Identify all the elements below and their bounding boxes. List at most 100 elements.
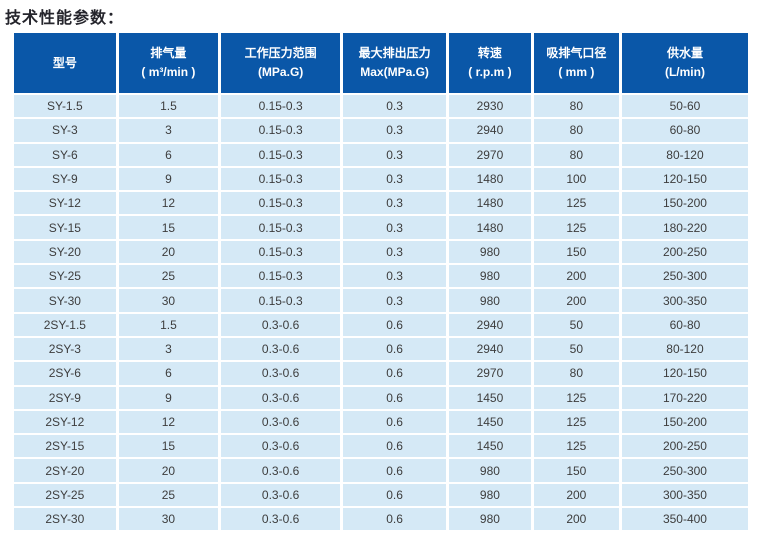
table-row: SY-20 20 0.15-0.3 0.3 980 150 200-250 bbox=[14, 240, 748, 264]
table-cell: 100 bbox=[533, 167, 619, 191]
table-cell: 0.3-0.6 bbox=[221, 435, 341, 458]
column-header-title: 供水量 bbox=[666, 46, 703, 61]
table-cell: 6 bbox=[118, 362, 219, 385]
column-header-unit: (MPa.G) bbox=[257, 65, 304, 79]
table-cell: 0.15-0.3 bbox=[221, 95, 341, 118]
table-cell: 0.15-0.3 bbox=[221, 265, 341, 288]
table-cell: 150 bbox=[533, 240, 619, 264]
table-cell: 20 bbox=[118, 459, 219, 482]
table-cell: 0.6 bbox=[343, 483, 447, 507]
table-cell: SY-15 bbox=[14, 216, 116, 239]
table-cell: 2940 bbox=[449, 313, 531, 336]
table-cell: 3 bbox=[118, 119, 219, 142]
table-cell: 9 bbox=[118, 167, 219, 191]
table-cell: SY-1.5 bbox=[14, 95, 116, 118]
table-cell: SY-30 bbox=[14, 289, 116, 312]
table-cell: 12 bbox=[118, 410, 219, 434]
table-cell: 60-80 bbox=[621, 119, 748, 142]
column-header: 排气量 ( m³/min ) bbox=[118, 33, 219, 93]
table-cell: 2SY-1.5 bbox=[14, 313, 116, 336]
table-cell: 0.3 bbox=[343, 95, 447, 118]
table-cell: 1450 bbox=[449, 410, 531, 434]
table-cell: 2SY-30 bbox=[14, 508, 116, 531]
table-cell: 0.3-0.6 bbox=[221, 410, 341, 434]
column-header: 吸排气口径 ( mm ) bbox=[533, 33, 619, 93]
table-body: SY-1.5 1.5 0.15-0.3 0.3 2930 80 50-60 SY-3 3 0.15… bbox=[14, 95, 748, 531]
table-cell: 9 bbox=[118, 386, 219, 409]
column-header-unit: (L/min) bbox=[664, 65, 705, 79]
table-cell: 1480 bbox=[449, 167, 531, 191]
table-row: SY-15 15 0.15-0.3 0.3 1480 125 180-220 bbox=[14, 216, 748, 239]
table-cell: 0.3-0.6 bbox=[221, 483, 341, 507]
table-cell: 0.3-0.6 bbox=[221, 337, 341, 361]
table-cell: 300-350 bbox=[621, 289, 748, 312]
page-title: 技术性能参数： bbox=[5, 10, 125, 27]
table-row: 2SY-9 9 0.3-0.6 0.6 1450 125 170-220 bbox=[14, 386, 748, 409]
table-row: SY-1.5 1.5 0.15-0.3 0.3 2930 80 50-60 bbox=[14, 95, 748, 118]
table-cell: 0.3 bbox=[343, 216, 447, 239]
table-cell: 60-80 bbox=[621, 313, 748, 336]
table-cell: 150 bbox=[533, 459, 619, 482]
table-cell: 12 bbox=[118, 192, 219, 215]
table-cell: 0.6 bbox=[343, 362, 447, 385]
table-cell: 50-60 bbox=[621, 95, 748, 118]
table-row: 2SY-15 15 0.3-0.6 0.6 1450 125 200-250 bbox=[14, 435, 748, 458]
table-cell: 0.3-0.6 bbox=[221, 459, 341, 482]
table-cell: 0.3-0.6 bbox=[221, 362, 341, 385]
column-header-title: 吸排气口径 bbox=[546, 46, 607, 61]
table-cell: 300-350 bbox=[621, 483, 748, 507]
table-cell: 150-200 bbox=[621, 410, 748, 434]
table-cell: 2970 bbox=[449, 362, 531, 385]
table-cell: 0.3 bbox=[343, 119, 447, 142]
column-header: 工作压力范围 (MPa.G) bbox=[221, 33, 341, 93]
spec-table: 型号 排气量 ( m³/min ) 工作压力范围 (MPa.G) 最大排出压力 Max(MP… bbox=[11, 31, 751, 532]
table-cell: 0.3 bbox=[343, 265, 447, 288]
table-cell: 180-220 bbox=[621, 216, 748, 239]
column-header-title: 最大排出压力 bbox=[358, 46, 431, 61]
table-header: 型号 排气量 ( m³/min ) 工作压力范围 (MPa.G) 最大排出压力 Max(MP… bbox=[14, 33, 748, 93]
table-cell: 3 bbox=[118, 337, 219, 361]
table-cell: 30 bbox=[118, 508, 219, 531]
table-cell: 125 bbox=[533, 386, 619, 409]
table-cell: 50 bbox=[533, 313, 619, 336]
table-cell: 1.5 bbox=[118, 95, 219, 118]
table-header-row: 型号 排气量 ( m³/min ) 工作压力范围 (MPa.G) 最大排出压力 Max(MP… bbox=[14, 33, 748, 93]
table-cell: 1.5 bbox=[118, 313, 219, 336]
table-cell: 15 bbox=[118, 216, 219, 239]
table-cell: 2930 bbox=[449, 95, 531, 118]
table-cell: 0.15-0.3 bbox=[221, 289, 341, 312]
column-header-unit: ( r.p.m ) bbox=[468, 65, 512, 79]
table-cell: 0.6 bbox=[343, 508, 447, 531]
table-cell: 2SY-20 bbox=[14, 459, 116, 482]
table-cell: 125 bbox=[533, 216, 619, 239]
table-cell: 80-120 bbox=[621, 337, 748, 361]
table-row: 2SY-12 12 0.3-0.6 0.6 1450 125 150-200 bbox=[14, 410, 748, 434]
column-header-unit: ( m³/min ) bbox=[141, 65, 196, 79]
table-cell: 80 bbox=[533, 143, 619, 166]
table-cell: 25 bbox=[118, 483, 219, 507]
table-cell: 20 bbox=[118, 240, 219, 264]
column-header-title: 排气量 bbox=[150, 46, 187, 61]
table-cell: 2940 bbox=[449, 119, 531, 142]
table-cell: 980 bbox=[449, 508, 531, 531]
table-cell: 0.15-0.3 bbox=[221, 167, 341, 191]
table-cell: 0.3-0.6 bbox=[221, 508, 341, 531]
table-cell: 50 bbox=[533, 337, 619, 361]
table-cell: 120-150 bbox=[621, 167, 748, 191]
table-cell: 1480 bbox=[449, 216, 531, 239]
table-row: SY-9 9 0.15-0.3 0.3 1480 100 120-150 bbox=[14, 167, 748, 191]
table-cell: 2SY-12 bbox=[14, 410, 116, 434]
table-cell: 1450 bbox=[449, 386, 531, 409]
table-cell: SY-20 bbox=[14, 240, 116, 264]
column-header-unit: Max(MPa.G) bbox=[360, 65, 429, 79]
table-cell: 980 bbox=[449, 289, 531, 312]
column-header: 转速 ( r.p.m ) bbox=[449, 33, 531, 93]
table-cell: 200 bbox=[533, 483, 619, 507]
column-header-unit: ( mm ) bbox=[558, 65, 595, 79]
table-cell: 200 bbox=[533, 508, 619, 531]
table-cell: 1480 bbox=[449, 192, 531, 215]
table-cell: 125 bbox=[533, 410, 619, 434]
table-cell: 2SY-3 bbox=[14, 337, 116, 361]
table-row: 2SY-6 6 0.3-0.6 0.6 2970 80 120-150 bbox=[14, 362, 748, 385]
table-cell: 2SY-6 bbox=[14, 362, 116, 385]
